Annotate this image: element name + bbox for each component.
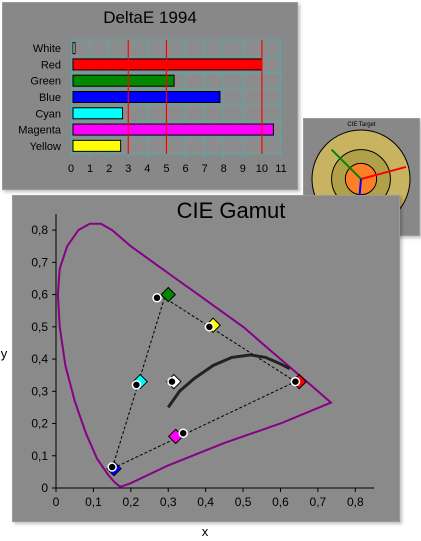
gamut-measured-point [204, 322, 215, 332]
deltae-x-tick-label: 0 [68, 163, 74, 175]
deltae-bar [72, 139, 122, 152]
deltae-x-tick-label: 7 [202, 163, 208, 175]
target-vector [330, 148, 362, 180]
gamut-y-tick-label: 0 [41, 481, 48, 495]
deltae-x-tick-label: 2 [106, 163, 112, 175]
gamut-x-tick-label: 0,3 [160, 495, 177, 509]
gamut-y-tick-label: 0,4 [31, 352, 48, 366]
gamut-y-tick-label: 0,3 [31, 384, 48, 398]
deltae-category-label: Green [30, 76, 61, 88]
deltae-panel: DeltaE 1994 0 1 2 3 4 5 6 7 8 9 10 11 White Red Green B… [2, 2, 298, 190]
deltae-x-tick-label: 6 [182, 163, 188, 175]
target-vector [360, 165, 407, 180]
gamut-x-tick-label: 0,7 [310, 495, 327, 509]
gamut-x-tick-label: 0 [53, 495, 60, 509]
deltae-category-label: Magenta [18, 125, 62, 137]
gamut-x-tick-label: 0,1 [85, 495, 102, 509]
deltae-bar [72, 107, 124, 120]
gamut-plot: 0 0,1 0,2 0,3 0,4 0,5 0,6 0,7 0,8 0 0,1 0,2 0,3 0,4 0,… [31, 214, 374, 509]
gamut-x-tick-label: 0,5 [235, 495, 252, 509]
deltae-x-tick-label: 10 [256, 163, 268, 175]
deltae-bar [72, 42, 76, 55]
deltae-category-label: White [33, 43, 61, 55]
deltae-x-tick-label: 11 [275, 163, 286, 175]
gamut-x-axis-label: x [202, 524, 209, 539]
gamut-blackbody-curve [166, 353, 291, 409]
gamut-measured-point [131, 380, 142, 390]
gamut-reference-marker [160, 286, 177, 303]
gamut-measured-point [167, 376, 177, 387]
deltae-category-label: Blue [39, 92, 61, 104]
gamut-x-tick-label: 0,8 [347, 495, 364, 509]
deltae-bar [72, 74, 175, 87]
deltae-title: DeltaE 1994 [103, 8, 197, 27]
cie-gamut-panel: CIE Gamut 0 0,1 0,2 0,3 0,4 0,5 0,6 0,7 0,8 0 0,1 0… [12, 195, 400, 522]
deltae-category-label: Yellow [30, 141, 61, 153]
gamut-measured-triangle [111, 297, 297, 470]
cie-target-title: CIE Target [347, 122, 376, 128]
gamut-measured-point [107, 462, 117, 472]
gamut-y-tick-label: 0,1 [31, 449, 48, 463]
gamut-y-tick-label: 0,6 [31, 288, 48, 302]
gamut-y-tick-label: 0,7 [31, 255, 48, 269]
gamut-y-tick-label: 0,5 [31, 320, 48, 334]
gamut-x-tick-label: 0,4 [197, 495, 214, 509]
gamut-measured-point [152, 293, 162, 303]
deltae-x-tick-label: 4 [144, 163, 150, 175]
cie-gamut-title: CIE Gamut [177, 198, 286, 223]
gamut-spectral-locus [56, 222, 333, 488]
deltae-x-tick-label: 3 [125, 163, 131, 175]
cie-gamut-chart: CIE Gamut 0 0,1 0,2 0,3 0,4 0,5 0,6 0,7 0,800,10… [31, 198, 374, 509]
deltae-chart: DeltaE 1994 0 1 2 3 4 5 6 7 8 9 10 11 White Red Green B… [18, 8, 287, 175]
deltae-x-tick-label: 8 [221, 163, 227, 175]
gamut-y-axis-label: y [1, 346, 8, 361]
deltae-bar [72, 91, 221, 103]
deltae-category-label: Red [41, 59, 61, 71]
gamut-y-tick-label: 0,2 [31, 417, 48, 431]
deltae-x-tick-label: 1 [87, 163, 93, 175]
deltae-bar [72, 123, 274, 136]
gamut-y-tick-label: 0,8 [31, 223, 48, 237]
deltae-x-tick-label: 5 [163, 163, 169, 175]
gamut-measured-point [290, 376, 301, 387]
deltae-x-tick-label: 9 [240, 163, 246, 175]
gamut-measured-point [178, 428, 188, 438]
gamut-x-tick-label: 0,2 [122, 495, 139, 509]
deltae-plot: 0 1 2 3 4 5 6 7 8 9 10 11 White Red Green Blue Cyan Magen… [18, 39, 287, 175]
gamut-x-tick-label: 0,6 [272, 495, 289, 509]
deltae-category-label: Cyan [35, 108, 61, 120]
